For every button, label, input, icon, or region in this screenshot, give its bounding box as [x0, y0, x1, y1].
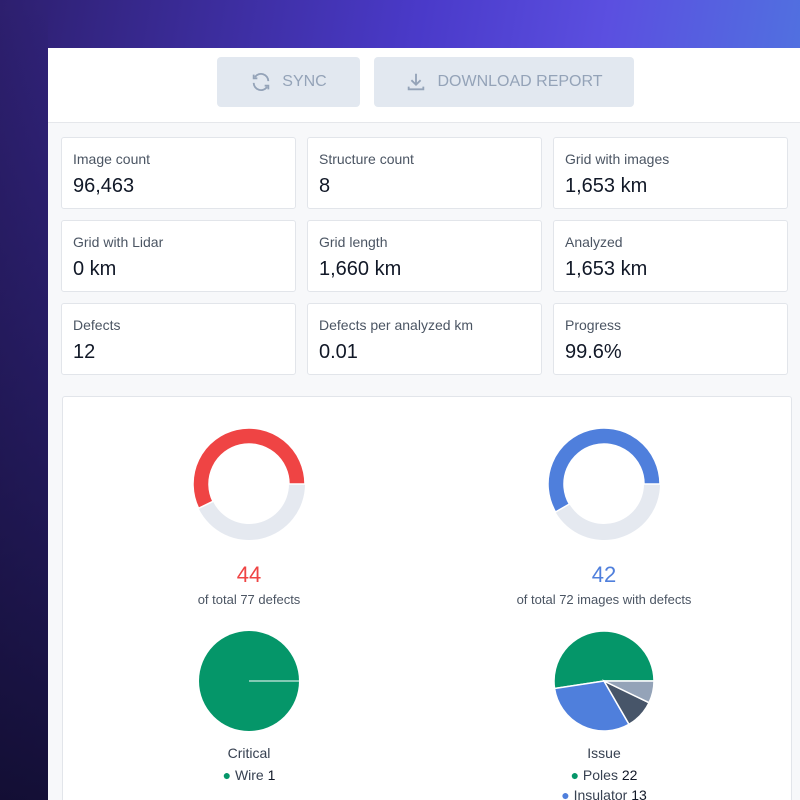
donut-number: 42 — [592, 562, 616, 587]
legend-value: 1 — [268, 767, 276, 783]
legend-dot: ● — [223, 767, 235, 783]
donut-value — [192, 427, 306, 510]
donut-value — [547, 427, 661, 514]
stat-value: 1,660 km — [319, 258, 402, 280]
donut-caption: of total 77 defects — [198, 592, 301, 607]
dashboard: SYNC DOWNLOAD REPORT Image count 96,463 St… — [48, 48, 800, 800]
legend-name: Wire — [235, 767, 264, 783]
stat-label: Grid with Lidar — [73, 234, 164, 250]
legend-entry: ● Wire 1 — [223, 767, 276, 783]
pie-title: Critical — [228, 745, 271, 761]
pie-title: Issue — [587, 745, 621, 761]
stat-card: Grid with Lidar 0 km — [61, 220, 296, 292]
donut-rest — [198, 484, 305, 541]
stat-value: 1,653 km — [565, 258, 648, 280]
donut-number: 44 — [237, 562, 261, 587]
stat-label: Structure count — [319, 151, 414, 167]
backdrop — [0, 0, 48, 800]
sync-icon — [253, 73, 270, 91]
stat-value: 1,653 km — [565, 175, 648, 197]
legend-name: Insulator — [574, 787, 628, 800]
toolbar: SYNC DOWNLOAD REPORT — [48, 48, 800, 123]
stat-label: Grid with images — [565, 151, 670, 167]
pie-slice — [553, 630, 655, 690]
donut-rest — [555, 484, 660, 541]
stat-label: Defects per analyzed km — [319, 317, 474, 333]
stat-label: Analyzed — [565, 234, 623, 250]
stat-value: 12 — [73, 341, 96, 363]
stat-card: Analyzed 1,653 km — [553, 220, 788, 292]
stat-card: Structure count 8 — [307, 137, 542, 209]
stat-label: Grid length — [319, 234, 388, 250]
stat-label: Defects — [73, 317, 121, 333]
stat-card: Defects 12 — [61, 303, 296, 375]
stat-card: Grid with images 1,653 km — [553, 137, 788, 209]
stat-value: 8 — [319, 175, 331, 197]
download-icon — [408, 73, 425, 91]
stat-card: Defects per analyzed km 0.01 — [307, 303, 542, 375]
sync-button[interactable]: SYNC — [217, 57, 360, 107]
stat-card: Progress 99.6% — [553, 303, 788, 375]
stat-card: Image count 96,463 — [61, 137, 296, 209]
legend-value: 22 — [622, 767, 638, 783]
legend-entry: ● Insulator 13 — [561, 787, 647, 800]
legend-value: 13 — [631, 787, 647, 800]
pie-slice — [603, 680, 655, 704]
charts: 44 of total 77 defects 42 of total 72 image… — [192, 427, 692, 800]
stat-label: Image count — [73, 151, 151, 167]
stat-card: Grid length 1,660 km — [307, 220, 542, 292]
button-label: SYNC — [282, 73, 327, 90]
legend-name: Poles — [583, 767, 618, 783]
donut-caption: of total 72 images with defects — [517, 592, 692, 607]
download-button[interactable]: DOWNLOAD REPORT — [374, 57, 634, 107]
stat-value: 0.01 — [319, 341, 358, 363]
stat-value: 96,463 — [73, 175, 135, 197]
legend-entry: ● Poles 22 — [571, 767, 638, 783]
charts-panel: 44 of total 77 defects 42 of total 72 image… — [62, 396, 792, 800]
stat-value: 99.6% — [565, 341, 622, 363]
stat-label: Progress — [565, 317, 622, 333]
button-label: DOWNLOAD REPORT — [437, 73, 603, 90]
legend-dot: ● — [561, 787, 573, 800]
stat-value: 0 km — [73, 258, 117, 280]
legend-dot: ● — [571, 767, 583, 783]
